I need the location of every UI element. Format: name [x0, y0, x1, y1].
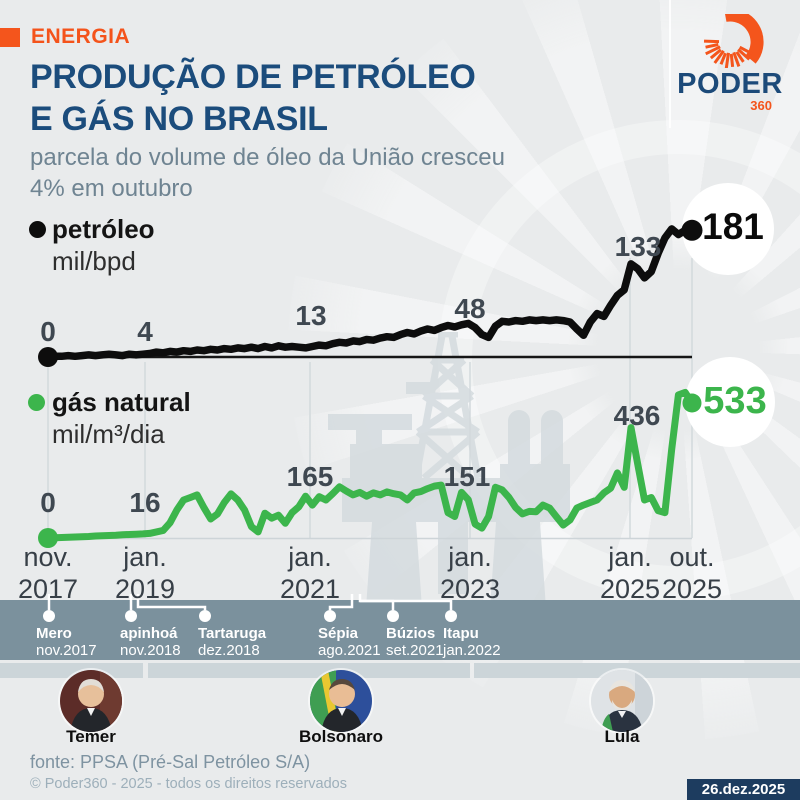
gas-value-label: 16 — [129, 487, 161, 518]
timeline-event-sapinhoa: apinhoá nov.2018 — [120, 625, 181, 659]
x-tick: jan. 2021 — [279, 542, 341, 604]
subtitle-line1: parcela do volume de óleo da União cresc… — [30, 144, 505, 171]
term-strip-lula — [474, 663, 800, 678]
timeline-event-sepia: Sépia ago.2021 — [318, 625, 381, 659]
timeline-dots — [43, 610, 457, 622]
gas-value-label: 436 — [613, 400, 661, 431]
gas-value-highlight-circle — [685, 357, 775, 447]
gas-line — [44, 388, 696, 542]
gas-latest-value: 533 — [703, 380, 767, 422]
oil-end-dot — [681, 219, 703, 241]
timeline-event-itapu: Itapu jan.2022 — [443, 625, 501, 659]
x-tick: out. 2025 — [661, 542, 723, 604]
president-name-temer: Temer — [66, 727, 116, 746]
subtitle-line2: 4% em outubro — [30, 175, 193, 202]
bolsonaro-photo — [310, 670, 372, 732]
oil-series-unit: mil/bpd — [52, 246, 136, 276]
date-badge: 26.dez.2025 — [687, 779, 800, 800]
president-name-lula: Lula — [604, 727, 640, 746]
gas-end-dot — [682, 393, 702, 413]
timeline-event-tartaruga: Tartaruga dez.2018 — [198, 625, 267, 659]
oil-value-label: 13 — [295, 300, 327, 331]
poder360-spiral-icon — [703, 14, 764, 68]
gas-legend-dot — [28, 394, 45, 411]
title-line1: PRODUÇÃO DE PETRÓLEO — [30, 58, 476, 96]
subtitle: parcela do volume de óleo da União cresc… — [30, 142, 505, 204]
oil-value-label: 4 — [137, 316, 153, 347]
president-name-bolsonaro: Bolsonaro — [298, 727, 384, 746]
title-line2: E GÁS NO BRASIL — [30, 100, 328, 138]
gas-start-dot — [38, 528, 58, 548]
oil-series-name: petróleo — [52, 214, 155, 244]
source-note: fonte: PPSA (Pré-Sal Petróleo S/A) — [30, 752, 311, 772]
oil-legend-dot — [29, 221, 46, 238]
category-color-block — [0, 28, 20, 47]
oil-value-label: 133 — [614, 231, 662, 262]
timeline-band — [0, 600, 800, 660]
oil-value-label: 0 — [40, 316, 56, 347]
oil-value-label: 48 — [454, 293, 486, 324]
gas-value-label: 151 — [443, 461, 491, 492]
poder-logo-text: PODER — [677, 68, 783, 100]
oil-line — [44, 225, 696, 361]
header-divider — [669, 0, 671, 128]
x-tick: jan. 2025 — [599, 542, 661, 604]
x-tick: jan. 2023 — [439, 542, 501, 604]
oil-value-highlight-circle — [682, 183, 774, 275]
logo-360-text: 360 — [750, 98, 772, 113]
timeline-connectors — [47, 594, 453, 610]
gas-series-name: gás natural — [52, 387, 191, 417]
oil-latest-value: 181 — [702, 206, 764, 247]
temer-photo — [60, 670, 122, 732]
category-tag: ENERGIA — [31, 25, 131, 48]
oil-start-dot — [38, 347, 58, 367]
copyright-note: © Poder360 - 2025 - todos os direitos re… — [30, 776, 347, 792]
timeline-event-mero: Mero nov.2017 — [36, 625, 97, 659]
x-tick: jan. 2019 — [114, 542, 176, 604]
gas-value-label: 0 — [40, 487, 56, 518]
term-strip-bolsonaro — [148, 663, 470, 678]
timeline-event-buzios: Búzios set.2021 — [386, 625, 444, 659]
gas-series-unit: mil/m³/dia — [52, 419, 165, 449]
page-title: PRODUÇÃO DE PETRÓLEO E GÁS NO BRASIL — [30, 56, 476, 140]
x-tick: nov. 2017 — [17, 542, 79, 604]
lula-photo — [591, 670, 653, 732]
gas-value-label: 165 — [286, 461, 334, 492]
